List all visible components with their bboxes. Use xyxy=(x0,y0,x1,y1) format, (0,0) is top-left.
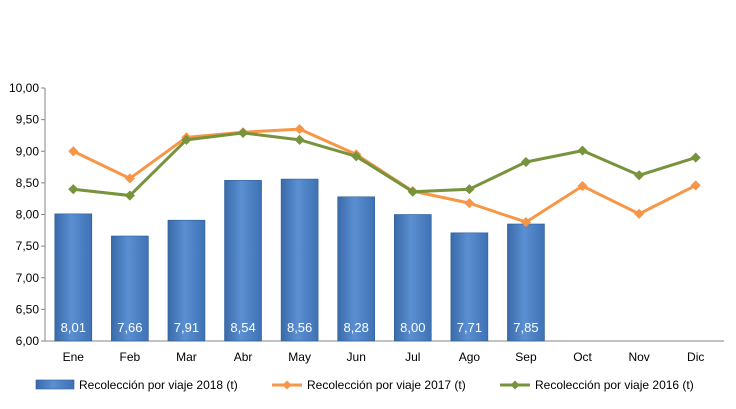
bar-2018 xyxy=(337,196,376,342)
x-tick-label: Ene xyxy=(63,350,85,364)
line-point-2017 xyxy=(124,173,135,184)
line-point-2016 xyxy=(237,127,249,138)
legend: Recolección por viaje 2018 (t) Recolecció… xyxy=(35,378,694,392)
line-point-2016 xyxy=(124,190,135,201)
x-tick-label: Sep xyxy=(515,350,537,364)
line-point-2017 xyxy=(68,146,79,157)
axes: 6,00 6,50 7,00 7,50 8,00 8,50 9,00 9,50 10,00 Ene… xyxy=(9,81,724,364)
bar-2018 xyxy=(450,232,489,342)
y-tick-label: 7,00 xyxy=(16,271,40,285)
line-point-2017 xyxy=(464,198,475,209)
line-point-2017 xyxy=(520,217,532,228)
line-point-2016 xyxy=(520,156,532,168)
legend-label-2018: Recolección por viaje 2018 (t) xyxy=(79,378,238,392)
bar-data-label: 7,66 xyxy=(117,320,142,335)
y-tick-label: 9,50 xyxy=(16,113,40,127)
line-point-2016 xyxy=(464,184,475,195)
bar-data-label: 8,56 xyxy=(287,320,312,335)
y-tick-label: 10,00 xyxy=(9,81,39,95)
bar-2018 xyxy=(54,213,93,342)
y-tick-label: 6,50 xyxy=(16,302,40,316)
legend-marker-2016 xyxy=(510,380,520,390)
y-tick-label: 8,50 xyxy=(16,176,40,190)
line-point-2016 xyxy=(634,170,645,181)
line-point-2017 xyxy=(634,208,645,219)
bar-2018 xyxy=(507,223,545,342)
bars-2018: 8,01 7,66 7,91 8,54 8,56 8,28 8,00 7,71 7,85 xyxy=(54,178,545,342)
x-tick-label: Jul xyxy=(405,350,420,364)
bar-2018 xyxy=(167,219,206,342)
bar-2018 xyxy=(111,235,149,342)
bar-2018 xyxy=(393,214,432,342)
bar-data-label: 7,71 xyxy=(457,320,482,335)
y-tick-label: 6,00 xyxy=(16,334,40,348)
line-point-2016 xyxy=(351,151,362,162)
line-2016 xyxy=(73,131,697,198)
legend-swatch-2018 xyxy=(35,379,75,390)
bar-data-label: 8,54 xyxy=(230,320,255,335)
bar-data-label: 7,85 xyxy=(513,320,538,335)
line-point-2017 xyxy=(294,124,305,135)
line-series xyxy=(68,124,701,228)
bar-data-label: 8,28 xyxy=(344,320,369,335)
x-tick-label: Nov xyxy=(628,350,649,364)
legend-label-2017: Recolección por viaje 2017 (t) xyxy=(307,378,466,392)
y-tick-label: 8,00 xyxy=(16,208,40,222)
line-point-2017 xyxy=(690,180,701,191)
x-tick-label: May xyxy=(288,350,311,364)
bar-2018 xyxy=(280,178,319,342)
bar-2018 xyxy=(224,180,262,342)
y-tick-label: 9,00 xyxy=(16,144,40,158)
y-tick-label: 7,50 xyxy=(16,239,40,253)
bar-data-label: 8,00 xyxy=(400,320,425,335)
legend-label-2016: Recolección por viaje 2016 (t) xyxy=(535,378,694,392)
line-point-2016 xyxy=(294,134,305,145)
line-point-2016 xyxy=(577,145,588,156)
line-point-2016 xyxy=(407,186,418,197)
x-tick-label: Mar xyxy=(176,350,197,364)
line-point-2016 xyxy=(68,184,79,195)
bar-data-label: 8,01 xyxy=(61,320,86,335)
x-tick-label: Dic xyxy=(687,350,704,364)
x-tick-label: Feb xyxy=(120,350,141,364)
line-point-2016 xyxy=(690,152,701,163)
x-tick-label: Abr xyxy=(234,350,253,364)
bar-data-label: 7,91 xyxy=(174,320,199,335)
line-point-2016 xyxy=(181,134,192,145)
line-point-2017 xyxy=(577,180,588,192)
x-tick-label: Ago xyxy=(459,350,481,364)
legend-marker-2017 xyxy=(282,380,292,390)
x-tick-label: Oct xyxy=(573,350,592,364)
x-tick-label: Jun xyxy=(347,350,366,364)
